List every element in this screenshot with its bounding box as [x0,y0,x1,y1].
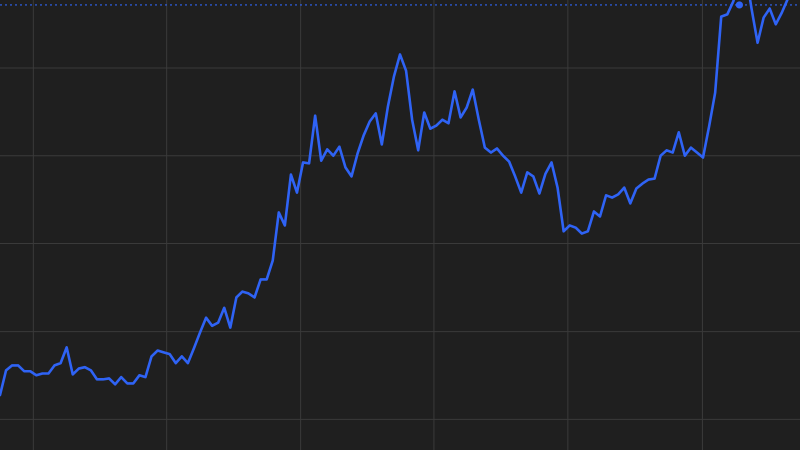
series-layer [0,0,789,397]
series-line [0,0,789,397]
last-value-marker [735,1,743,9]
marker-layer [735,1,743,9]
